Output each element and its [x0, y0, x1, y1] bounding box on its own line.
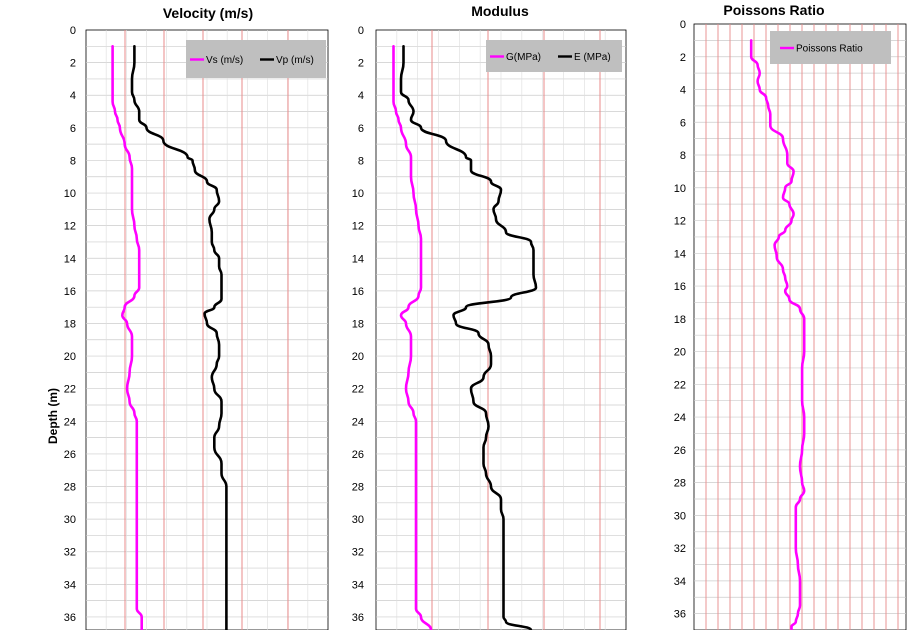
- y-tick-label: 34: [674, 576, 686, 588]
- y-tick-label: 30: [674, 510, 686, 522]
- y-tick-label: 2: [358, 58, 364, 70]
- y-tick-label: 18: [674, 314, 686, 326]
- legend-label-velocity-0: Vs (m/s): [206, 55, 243, 66]
- y-tick-label: 16: [674, 281, 686, 293]
- legend-label-poissons-0: Poissons Ratio: [796, 44, 863, 55]
- y-tick-label: 16: [64, 286, 76, 298]
- panel-poissons: 024681012141618202224262830323436Poisson…: [674, 2, 907, 630]
- legend-box-modulus: [486, 40, 622, 72]
- y-tick-label: 10: [674, 183, 686, 195]
- y-tick-label: 2: [680, 52, 686, 64]
- y-tick-label: 14: [352, 253, 364, 265]
- y-tick-label: 18: [352, 318, 364, 330]
- y-tick-label: 4: [358, 90, 364, 102]
- y-tick-label: 28: [64, 482, 76, 494]
- y-tick-label: 8: [70, 155, 76, 167]
- y-tick-label: 10: [64, 188, 76, 200]
- series-line-velocity-0: [111, 45, 143, 630]
- panel-velocity: 024681012141618202224262830323436Velocit…: [64, 5, 329, 630]
- y-tick-label: 6: [70, 123, 76, 135]
- series-line-velocity-1: [130, 45, 228, 630]
- y-tick-label: 30: [64, 514, 76, 526]
- y-tick-label: 22: [64, 384, 76, 396]
- y-tick-label: 12: [674, 216, 686, 228]
- y-tick-label: 24: [352, 416, 364, 428]
- y-tick-label: 26: [352, 449, 364, 461]
- y-tick-label: 8: [680, 150, 686, 162]
- y-tick-label: 2: [70, 58, 76, 70]
- y-tick-label: 22: [674, 379, 686, 391]
- panel-title-modulus: Modulus: [471, 3, 529, 19]
- y-tick-label: 12: [352, 221, 364, 233]
- panel-modulus: 024681012141618202224262830323436Modulus…: [352, 3, 627, 630]
- y-tick-label: 8: [358, 155, 364, 167]
- y-tick-label: 34: [64, 579, 76, 591]
- y-tick-label: 22: [352, 384, 364, 396]
- panel-title-velocity: Velocity (m/s): [163, 5, 253, 21]
- y-tick-label: 36: [64, 612, 76, 624]
- y-tick-label: 18: [64, 318, 76, 330]
- y-tick-label: 20: [352, 351, 364, 363]
- y-tick-label: 6: [358, 123, 364, 135]
- y-tick-label: 26: [64, 449, 76, 461]
- y-tick-label: 0: [680, 19, 686, 31]
- legend-box-velocity: [186, 40, 326, 78]
- series-line-modulus-1: [399, 45, 538, 630]
- y-tick-label: 4: [680, 85, 686, 97]
- y-tick-label: 0: [70, 25, 76, 37]
- y-tick-label: 6: [680, 117, 686, 129]
- y-tick-label: 36: [674, 609, 686, 621]
- y-tick-label: 28: [352, 482, 364, 494]
- legend-label-modulus-1: E (MPa): [574, 52, 611, 63]
- series-line-modulus-0: [392, 45, 433, 630]
- y-tick-label: 20: [674, 347, 686, 359]
- panel-title-poissons: Poissons Ratio: [723, 2, 824, 18]
- legend-label-velocity-1: Vp (m/s): [276, 55, 314, 66]
- legend-label-modulus-0: G(MPa): [506, 52, 541, 63]
- y-tick-label: 32: [352, 547, 364, 559]
- series-line-poissons-0: [749, 39, 806, 630]
- y-tick-label: 10: [352, 188, 364, 200]
- y-tick-label: 30: [352, 514, 364, 526]
- y-tick-label: 4: [70, 90, 76, 102]
- y-axis-label: Depth (m): [46, 388, 60, 444]
- y-tick-label: 14: [674, 248, 686, 260]
- y-tick-label: 36: [352, 612, 364, 624]
- y-tick-label: 14: [64, 253, 76, 265]
- plot-area-poissons: [693, 23, 907, 630]
- y-tick-label: 26: [674, 445, 686, 457]
- y-tick-label: 34: [352, 579, 364, 591]
- y-tick-label: 28: [674, 478, 686, 490]
- y-tick-label: 20: [64, 351, 76, 363]
- y-tick-label: 24: [674, 412, 686, 424]
- y-tick-label: 32: [674, 543, 686, 555]
- y-tick-label: 24: [64, 416, 76, 428]
- y-tick-label: 0: [358, 25, 364, 37]
- y-tick-label: 16: [352, 286, 364, 298]
- y-tick-label: 12: [64, 221, 76, 233]
- y-tick-label: 32: [64, 547, 76, 559]
